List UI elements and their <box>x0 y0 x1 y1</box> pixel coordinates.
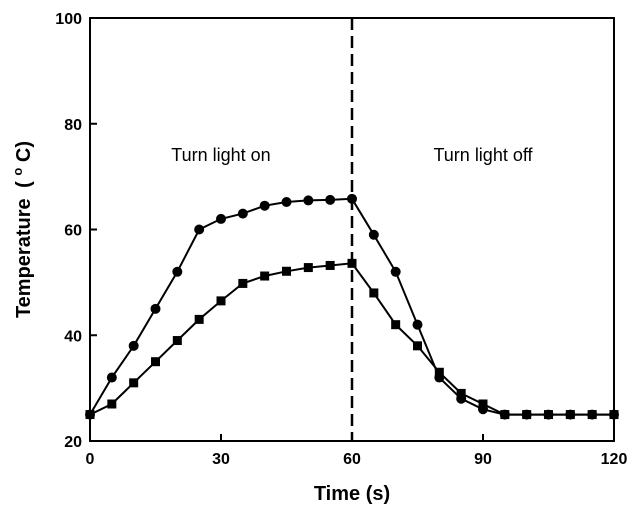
series-1-point-6 <box>216 296 226 306</box>
y-axis-title: Temperature ( o C) <box>5 141 35 318</box>
x-tick-label-0: 0 <box>86 451 95 468</box>
series-1-point-16 <box>434 367 444 377</box>
series-1-point-24 <box>609 410 619 420</box>
x-tick-label-1: 30 <box>212 451 230 468</box>
plot-area: 0 30 60 90 120 20 40 60 80 100 Turn light on Turn l… <box>55 11 627 468</box>
x-tick-label-4: 120 <box>601 451 628 468</box>
series-0-point-2 <box>128 340 139 351</box>
series-0-point-3 <box>150 303 161 314</box>
annotation-0: Turn light on <box>171 145 270 165</box>
series-1-point-0 <box>85 410 95 420</box>
y-tick-label-1: 40 <box>64 328 82 345</box>
series-1-point-21 <box>544 410 553 420</box>
series-1-point-8 <box>260 271 270 281</box>
series-1-point-20 <box>522 410 532 420</box>
series-1-point-22 <box>565 410 575 420</box>
series-1-point-2 <box>129 378 139 388</box>
x-tick-label-3: 90 <box>474 451 492 468</box>
series-1-point-5 <box>194 314 204 324</box>
series-0-point-13 <box>368 229 379 240</box>
y-tick-label-4: 100 <box>55 11 82 28</box>
series-0-point-9 <box>281 197 292 208</box>
series-1-point-1 <box>107 399 117 409</box>
y-tick-label-3: 80 <box>64 117 82 134</box>
series-1-point-7 <box>238 278 248 288</box>
series-0-point-15 <box>412 319 423 330</box>
x-tick-label-2: 60 <box>343 451 361 468</box>
y-axis-title-open: ( <box>13 181 35 188</box>
series-0-point-10 <box>303 195 314 206</box>
series-0-point-8 <box>259 200 270 211</box>
y-tick-label-0: 20 <box>64 434 82 451</box>
series-0-point-4 <box>172 266 183 277</box>
series-1-point-18 <box>478 399 488 409</box>
series-1-point-19 <box>500 410 510 420</box>
series-0-point-11 <box>325 194 336 205</box>
series-1-point-13 <box>369 288 379 298</box>
y-tick-label-2: 60 <box>64 223 82 240</box>
series-0-point-7 <box>237 208 248 219</box>
series-1-point-12 <box>347 258 357 268</box>
x-axis-title: Time (s) <box>314 483 390 505</box>
series-1-point-14 <box>391 320 401 330</box>
series-1-point-23 <box>587 410 597 420</box>
series-1-point-10 <box>303 263 313 273</box>
annotation-1: Turn light off <box>433 145 533 165</box>
series-1-point-11 <box>325 260 335 270</box>
series-1-point-3 <box>151 357 160 367</box>
series-1-point-4 <box>172 336 182 346</box>
series-1-point-15 <box>413 341 422 351</box>
y-axis-title-main: Temperature <box>13 198 35 318</box>
series-0-point-12 <box>347 193 357 204</box>
y-axis-title-unit: C) <box>13 141 35 162</box>
series-0-point-14 <box>390 266 401 277</box>
series-1-point-9 <box>282 266 291 276</box>
y-axis-title-sup: o <box>10 168 25 176</box>
series-0-point-1 <box>106 372 117 383</box>
series-0-point-5 <box>194 224 205 235</box>
series-1-point-17 <box>456 388 466 398</box>
series-0-point-6 <box>216 213 226 224</box>
